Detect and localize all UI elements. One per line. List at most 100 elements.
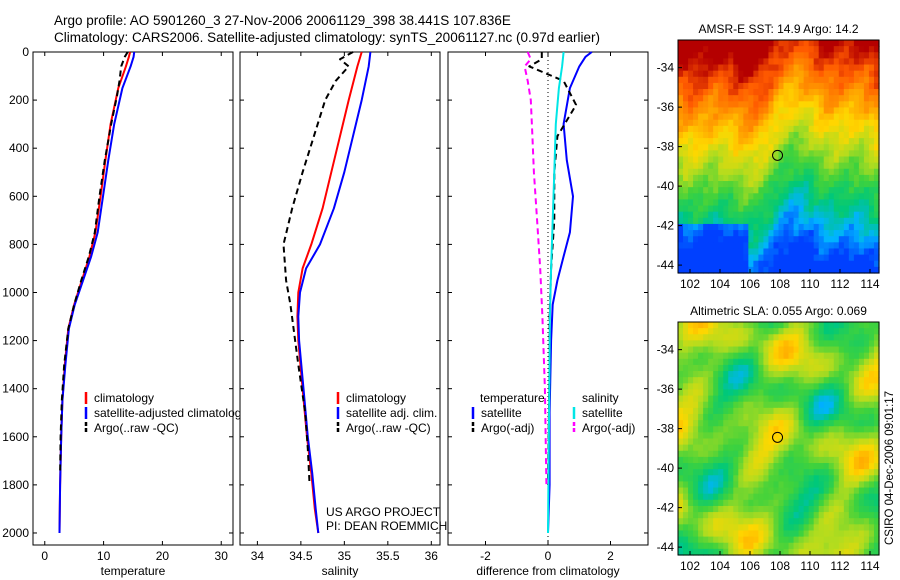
- sst_map-cell: [848, 199, 855, 207]
- sla_map-cell: [873, 469, 880, 476]
- sla_map-cell: [823, 481, 830, 489]
- sst_map-cell: [823, 211, 830, 219]
- sst_map-cell: [813, 266, 820, 274]
- sst_map-cell: [723, 199, 729, 207]
- sla_map-cell: [698, 450, 704, 458]
- sst_map-cell: [818, 144, 825, 151]
- sla_map-cell: [733, 401, 739, 409]
- sst_map-cell: [843, 107, 850, 115]
- sst_map-cell: [808, 70, 815, 78]
- sla_map-cell: [843, 401, 850, 409]
- sla_map-cell: [728, 395, 734, 403]
- sst_map-cell: [823, 260, 830, 268]
- sst_map-cell: [723, 242, 729, 250]
- sst_map-cell: [688, 150, 694, 158]
- sst_map-cell: [738, 230, 744, 237]
- sla_map-cell: [868, 352, 875, 360]
- sla_map-cell: [708, 328, 714, 335]
- sst_map-cell: [833, 266, 840, 274]
- sst_map-cell: [823, 101, 830, 109]
- sla_map-cell: [683, 407, 689, 415]
- sla_map-cell: [813, 377, 820, 384]
- sla_map-cell: [853, 426, 860, 433]
- sla_map-cell: [818, 493, 825, 501]
- sla_map-cell: [678, 530, 684, 538]
- sst_map-cell: [738, 144, 744, 151]
- sst_map-cell: [718, 82, 724, 90]
- sla_map-cell: [853, 432, 860, 440]
- sst_map-cell: [873, 254, 880, 262]
- sst_map-cell: [733, 236, 739, 243]
- sst_map-cell: [688, 131, 694, 139]
- sst_map-cell: [783, 89, 790, 96]
- depth-tick-label: 1000: [2, 285, 29, 299]
- sla_map-cell: [813, 322, 820, 329]
- sla_map-cell: [693, 364, 699, 372]
- sla_map-cell: [798, 450, 805, 458]
- sla_map-cell: [868, 383, 875, 391]
- sla_map-cell: [833, 389, 840, 397]
- sst_map-cell: [693, 125, 699, 133]
- sla_map-cell: [848, 438, 855, 446]
- sla_map-cell: [723, 536, 729, 544]
- sla_map-cell: [773, 536, 780, 544]
- sst_map-cell: [853, 82, 860, 90]
- sla_map-cell: [743, 407, 749, 415]
- sla_map-cell: [793, 426, 800, 433]
- sst_map-cell: [858, 89, 865, 96]
- sst_map-cell: [703, 174, 709, 182]
- sla_map-cell: [678, 518, 684, 525]
- sla_map-cell: [733, 469, 739, 476]
- sst_map-cell: [773, 223, 780, 231]
- sst_map-cell: [783, 125, 790, 133]
- sla_map-cell: [818, 475, 825, 483]
- sst_map-cell: [868, 70, 875, 78]
- sla_map-cell: [698, 493, 704, 501]
- sla_map-cell: [758, 371, 765, 378]
- sla_map-cell: [793, 450, 800, 458]
- sst_map-cell: [838, 223, 845, 231]
- sst_map-cell: [858, 119, 865, 127]
- sla_map-cell: [753, 481, 760, 489]
- sla_map-cell: [718, 401, 724, 409]
- sla_map-cell: [758, 413, 765, 421]
- sla_map-cell: [778, 432, 785, 440]
- sla_map-cell: [833, 499, 840, 507]
- sla_map-cell: [853, 487, 860, 495]
- sst_map-cell: [838, 95, 845, 102]
- sla_map-cell: [783, 371, 790, 378]
- sla_map-cell: [733, 407, 739, 415]
- sst_map-cell: [773, 174, 780, 182]
- sla_map-cell: [708, 536, 714, 544]
- sst_map-cell: [848, 144, 855, 151]
- sst_map-cell: [708, 95, 714, 102]
- sla_map-cell: [793, 340, 800, 348]
- sla_map-cell: [798, 432, 805, 440]
- sla_map-cell: [683, 334, 689, 341]
- sst_map-cell: [743, 64, 749, 72]
- sla_map-cell: [788, 352, 795, 360]
- sst_map-cell: [853, 266, 860, 274]
- difference-xtick-label: 2: [607, 549, 614, 563]
- sla_map-cell: [793, 518, 800, 525]
- sst_map-cell: [798, 52, 805, 59]
- sla_map-cell: [743, 322, 749, 329]
- sst_map-cell: [718, 101, 724, 109]
- sst_map-cell: [688, 260, 694, 268]
- sst_map-cell: [823, 217, 830, 225]
- sst_map-cell: [863, 119, 870, 127]
- sst_map-cell: [808, 242, 815, 250]
- sst_map-cell: [768, 248, 775, 256]
- sla_map-cell: [818, 371, 825, 378]
- sla_map-cell: [778, 444, 785, 452]
- sla_map-cell: [853, 340, 860, 348]
- sla_map-cell: [688, 334, 694, 341]
- sla_map-cell: [703, 389, 709, 397]
- sst_map-cell: [698, 236, 704, 243]
- sst_map-cell: [713, 101, 719, 109]
- sst_map-cell: [723, 64, 729, 72]
- sst_map-cell: [758, 248, 765, 256]
- sla_map-cell: [793, 352, 800, 360]
- sla_map-cell: [823, 322, 830, 329]
